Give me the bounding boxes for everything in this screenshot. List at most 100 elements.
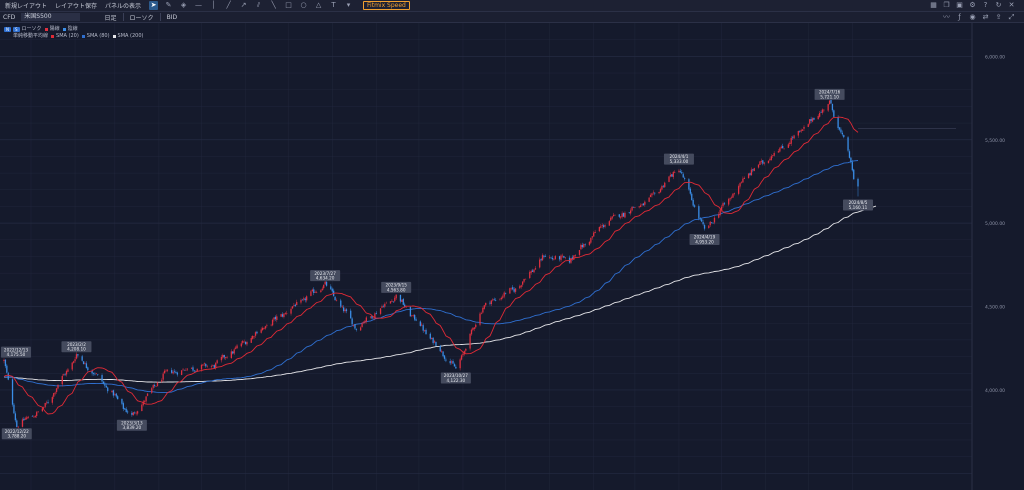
candle-body-down <box>571 257 574 260</box>
legend-sma200-label: SMA (200) <box>117 33 144 39</box>
annotations-group: 2022/12/134,175.50 2022/12/223,788.20 2023… <box>1 88 873 440</box>
top-toolbar: 新規レイアウト レイアウト保存 パネルの表示 ➤ ✎ ◈ — │ ╱ ↗ ⫽ ╲… <box>0 0 1024 12</box>
candle-body-down <box>850 157 852 162</box>
candle-body-up <box>614 214 616 216</box>
candle-body-up <box>743 177 745 179</box>
ray-icon[interactable]: ↗ <box>240 1 247 9</box>
export-icon[interactable]: ⇪ <box>995 13 1002 21</box>
legend-sma80-label: SMA (80) <box>86 33 110 39</box>
candle-body-down <box>112 390 115 396</box>
candle-body-up <box>818 112 821 117</box>
candle-body-down <box>453 364 456 367</box>
candle-body-up <box>37 411 39 412</box>
sma20-swatch <box>51 35 55 38</box>
camera-icon[interactable]: ◉ <box>969 13 976 21</box>
candle-body-up <box>3 359 5 361</box>
brush-icon[interactable]: ✎ <box>165 1 172 9</box>
price-side-selector[interactable]: BID <box>166 13 178 21</box>
parallel-lines-icon[interactable]: ⫽ <box>256 1 261 9</box>
candle-body-up <box>638 206 640 208</box>
candle-body-down <box>104 383 106 386</box>
candle-body-down <box>442 351 444 357</box>
candle-body-up <box>365 317 367 322</box>
layout-icon[interactable]: ▦ <box>930 1 937 9</box>
eraser-icon[interactable]: ◈ <box>180 1 187 9</box>
help-icon[interactable]: ? <box>983 1 988 9</box>
annotation-date: 2023/10/27 <box>444 373 468 378</box>
candle-body-up <box>648 197 650 202</box>
screenshot-icon[interactable]: ▣ <box>956 1 963 9</box>
settings-icon[interactable]: ⚙ <box>969 1 976 9</box>
cursor-icon[interactable]: ➤ <box>149 1 159 10</box>
legend-tag-n[interactable]: N <box>4 27 11 32</box>
save-layout-menu[interactable]: レイアウト保存 <box>55 3 98 10</box>
symbol-selector[interactable]: 米国S500 <box>21 13 80 21</box>
candle-body-down <box>301 299 304 301</box>
candle-body-up <box>190 367 193 369</box>
candle-body-up <box>598 227 601 232</box>
candle-body-up <box>385 302 387 304</box>
candle-body-up <box>296 301 298 306</box>
legend-tag-s[interactable]: S <box>13 27 20 32</box>
panel-display-menu[interactable]: パネルの表示 <box>105 3 142 10</box>
candle-body-up <box>202 364 204 366</box>
candle-body-up <box>534 268 537 270</box>
text-icon[interactable]: T <box>331 1 336 9</box>
candle-body-up <box>24 418 26 420</box>
timeframe-selector[interactable]: 日足 <box>104 14 117 22</box>
legend-sma-label: 単純移動平均線 <box>13 33 49 39</box>
candle-body-down <box>701 219 703 222</box>
candle-body-up <box>321 288 323 291</box>
market-type[interactable]: CFD <box>3 13 16 21</box>
candle-body-down <box>134 412 136 414</box>
indicator-icon[interactable]: ƒ <box>958 13 961 21</box>
circle-icon[interactable]: ○ <box>300 1 307 9</box>
candle-body-up <box>310 291 312 296</box>
candle-body-down <box>691 193 693 201</box>
candle-body-up <box>503 292 505 297</box>
new-layout-menu[interactable]: 新規レイアウト <box>5 3 48 10</box>
candle-body-up <box>472 328 474 331</box>
candle-body-up <box>658 192 660 194</box>
candle-body-down <box>105 385 107 388</box>
candle-body-down <box>422 325 424 331</box>
close-icon[interactable]: ✕ <box>1008 1 1015 9</box>
candle-body-down <box>6 365 8 373</box>
candle-body-up <box>519 286 521 289</box>
annotation-date: 2022/12/22 <box>5 429 29 434</box>
candle-body-up <box>45 402 48 404</box>
candle-body-down <box>693 205 696 207</box>
candle-body-down <box>325 281 328 286</box>
candle-body-up <box>561 255 564 257</box>
candle-body-up <box>433 341 436 343</box>
chart-type-selector[interactable]: ローソク <box>129 14 154 22</box>
candle-body-up <box>473 327 475 329</box>
vertical-line-icon[interactable]: │ <box>211 1 216 9</box>
candle-body-down <box>679 171 682 173</box>
candle-body-down <box>85 363 88 368</box>
diagonal-line-icon[interactable]: ╲ <box>271 1 276 9</box>
line-chart-icon[interactable]: 〰 <box>943 13 950 21</box>
candle-body-up <box>381 306 383 308</box>
candle-body-up <box>395 294 397 299</box>
trend-line-icon[interactable]: ╱ <box>226 1 231 9</box>
candle-body-up <box>827 104 829 111</box>
dropdown-icon[interactable]: ▾ <box>346 1 351 9</box>
candle-body-up <box>264 326 267 329</box>
compare-icon[interactable]: ⇄ <box>982 13 989 21</box>
horizontal-line-icon[interactable]: — <box>195 1 203 9</box>
candle-body-up <box>151 388 153 393</box>
candle-body-up <box>57 384 59 389</box>
candle-body-up <box>53 393 55 397</box>
candle-body-up <box>502 296 504 298</box>
candle-body-down <box>330 286 332 290</box>
rectangle-icon[interactable]: □ <box>285 1 292 9</box>
copy-icon[interactable]: ❐ <box>943 1 950 9</box>
refresh-icon[interactable]: ↻ <box>995 1 1002 9</box>
speed-order-button[interactable]: Fitmix Speed <box>363 1 410 10</box>
candle-body-up <box>27 416 29 418</box>
fullscreen-icon[interactable]: ⤢ <box>1008 13 1015 21</box>
triangle-icon[interactable]: △ <box>315 1 322 9</box>
candle-body-up <box>740 182 743 183</box>
price-chart[interactable]: 2022/12/134,175.50 2022/12/223,788.20 2023… <box>0 23 1024 490</box>
